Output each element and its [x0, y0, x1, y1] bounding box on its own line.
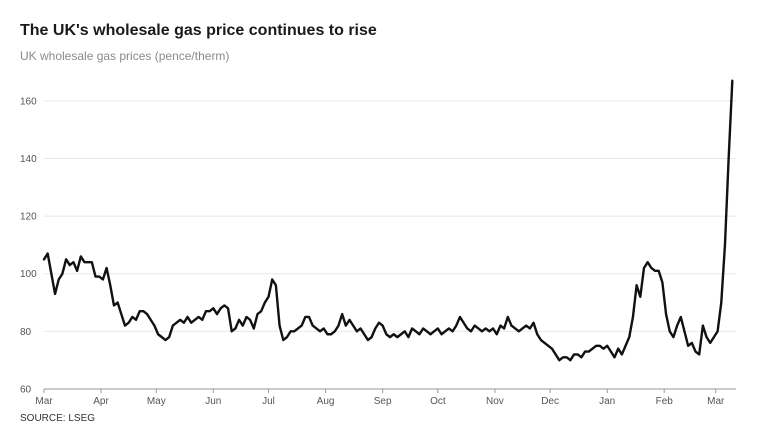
x-tick-label: May	[147, 396, 166, 407]
x-tick-label: Sep	[374, 396, 392, 407]
chart-subtitle: UK wholesale gas prices (pence/therm)	[20, 49, 230, 63]
y-tick-label: 60	[20, 385, 32, 396]
chart-title: The UK's wholesale gas price continues t…	[20, 22, 377, 39]
x-tick-label: Apr	[93, 396, 109, 407]
series-line-gas-price	[42, 79, 734, 362]
gridlines	[44, 100, 736, 332]
x-tick-label: Jun	[205, 396, 221, 407]
x-tick-label: Oct	[430, 396, 446, 407]
x-tick-label: Dec	[541, 396, 559, 407]
series-layer	[42, 79, 734, 362]
y-tick-label: 120	[20, 212, 37, 223]
x-tick-label: Feb	[656, 396, 674, 407]
source-note: SOURCE: LSEG	[20, 413, 96, 424]
x-tick-label: Mar	[35, 396, 53, 407]
y-tick-label: 160	[20, 96, 37, 107]
x-tick-label: Nov	[486, 396, 504, 407]
x-axis-ticks: Mar Apr May Jun Jul Aug Sep Oct Nov Dec Jan Feb Mar	[35, 389, 725, 407]
y-axis-ticks: 60 80 100 120 140 160	[20, 96, 37, 395]
y-tick-label: 80	[20, 327, 32, 338]
y-tick-label: 100	[20, 269, 37, 280]
x-tick-label: Jul	[262, 396, 275, 407]
x-tick-label: Jan	[599, 396, 615, 407]
x-tick-label: Aug	[317, 396, 335, 407]
x-tick-label: Mar	[707, 396, 725, 407]
y-tick-label: 140	[20, 154, 37, 165]
